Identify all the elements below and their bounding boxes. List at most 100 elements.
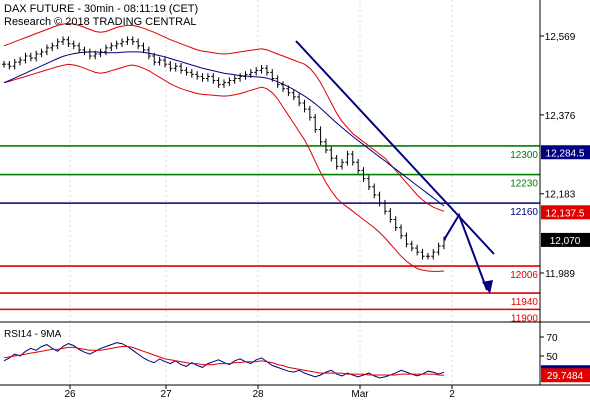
price-bar xyxy=(87,48,92,60)
chart-copyright: Research © 2018 TRADING CENTRAL xyxy=(4,16,197,28)
x-tick-label: 27 xyxy=(160,389,172,400)
price-bar xyxy=(103,44,108,56)
price-bar xyxy=(141,42,146,54)
price-bar xyxy=(334,154,339,170)
price-bar xyxy=(136,38,141,50)
price-bar xyxy=(254,67,259,76)
level-label: 12160 xyxy=(510,207,538,218)
price-bar xyxy=(227,77,232,86)
level-label: 12300 xyxy=(510,150,538,161)
level-label: 11940 xyxy=(511,297,539,308)
rsi-y-tick-label: 70 xyxy=(546,333,558,344)
series-band_lower xyxy=(3,63,445,272)
price-bar xyxy=(259,65,264,74)
price-bar xyxy=(34,50,39,62)
price-badge-label: 12,070 xyxy=(550,236,581,247)
price-bar xyxy=(130,36,135,45)
price-bar xyxy=(366,175,371,191)
price-bar xyxy=(146,46,151,60)
price-bar xyxy=(2,60,6,68)
price-bar xyxy=(436,242,441,256)
price-bar xyxy=(195,71,200,80)
trendline-layer xyxy=(295,40,495,294)
price-bar xyxy=(152,52,157,66)
price-badge-box xyxy=(541,145,590,160)
price-badge-label: 12,137.5 xyxy=(546,208,585,219)
grid-layer xyxy=(69,0,453,385)
price-bar xyxy=(222,79,226,88)
price-bar xyxy=(286,85,291,97)
price-bar xyxy=(211,73,216,84)
y-tick-label: 12,376 xyxy=(545,111,576,122)
price-bar xyxy=(420,248,425,260)
price-bar xyxy=(61,36,66,45)
rsi-badge-label: 29.7484 xyxy=(547,371,584,382)
price-bar xyxy=(28,52,33,62)
price-bar xyxy=(93,50,98,60)
x-tick-label: Mar xyxy=(351,389,369,400)
rsi-y-tick-label: 50 xyxy=(546,352,558,363)
price-bar xyxy=(409,240,414,252)
price-bar xyxy=(216,77,221,88)
levels-layer: 12300 12230 12160 12006 11940 11900 xyxy=(0,145,540,324)
price-bar xyxy=(415,244,420,256)
rsi-title: RSI14 - 9MA xyxy=(4,329,62,340)
price-bar xyxy=(7,60,12,70)
price-bar xyxy=(302,99,307,113)
price-bar xyxy=(372,183,377,199)
price-bar xyxy=(377,191,382,207)
indicator-layer: RSI14 - 9MA xyxy=(3,329,445,379)
price-bar xyxy=(291,89,296,101)
price-bar xyxy=(323,138,328,154)
price-bar xyxy=(125,36,130,45)
price-bar xyxy=(313,114,318,133)
y-tick-label: 11,989 xyxy=(545,269,575,280)
price-bar xyxy=(173,62,178,72)
price-bars xyxy=(2,36,446,260)
price-bar xyxy=(71,40,76,50)
price-bar xyxy=(179,62,184,74)
price-bar xyxy=(189,69,194,78)
price-bar xyxy=(382,199,387,215)
price-bar xyxy=(329,146,334,162)
price-bar xyxy=(12,58,17,70)
price-bar xyxy=(114,40,119,50)
price-bar xyxy=(393,216,398,231)
rsi-ma-line xyxy=(3,346,445,376)
price-bar xyxy=(200,73,205,82)
price-bar xyxy=(66,36,71,48)
arrow-head xyxy=(482,280,493,294)
price-bar xyxy=(168,60,173,72)
price-bar xyxy=(82,46,87,56)
price-bar xyxy=(23,52,28,64)
price-bar xyxy=(281,81,286,92)
price-bar xyxy=(264,65,269,76)
series-layer xyxy=(2,22,446,272)
price-bar xyxy=(232,75,237,84)
price-bar xyxy=(44,44,49,56)
price-badge-box xyxy=(541,205,590,220)
price-bar xyxy=(297,93,302,107)
x-tick-label: 26 xyxy=(64,389,76,400)
series-moving_average xyxy=(3,51,445,207)
price-bar xyxy=(307,105,312,121)
price-bar xyxy=(50,42,55,52)
series-band_upper xyxy=(3,22,445,212)
price-bar xyxy=(39,48,44,58)
rsi-badge-box xyxy=(541,368,590,383)
price-bar xyxy=(55,38,60,50)
price-bar xyxy=(318,126,323,146)
price-bar xyxy=(184,67,189,76)
price-bar xyxy=(248,69,253,78)
price-bar xyxy=(425,252,430,260)
price-bar xyxy=(404,232,409,248)
price-bar xyxy=(77,42,82,54)
price-bar xyxy=(243,71,248,80)
y-tick-label: 12,569 xyxy=(545,32,576,43)
price-bar xyxy=(356,158,361,174)
price-bar xyxy=(431,248,436,260)
price-bar xyxy=(109,42,114,52)
